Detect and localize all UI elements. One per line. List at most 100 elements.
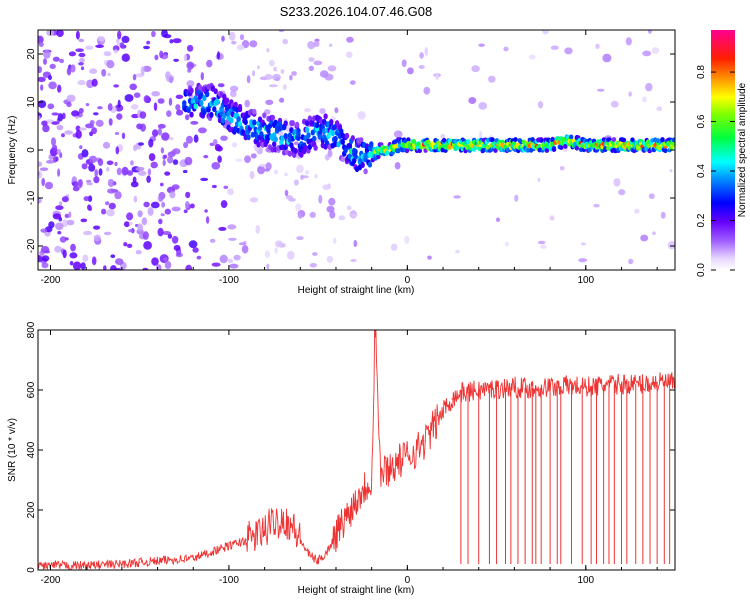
heatmap-cell — [360, 162, 365, 168]
heatmap-cell — [241, 244, 249, 254]
heatmap-cell — [333, 237, 337, 244]
heatmap-cell — [266, 263, 270, 270]
heatmap-cell — [424, 47, 429, 56]
heatmap-cell — [249, 197, 259, 203]
heatmap-cell — [359, 137, 364, 144]
heatmap-cell — [239, 34, 245, 41]
heatmap-cell — [280, 69, 285, 74]
heatmap-cell — [628, 258, 634, 265]
heatmap-cell — [549, 215, 555, 221]
heatmap-cell — [85, 179, 92, 183]
snr-ytick-label: 200 — [26, 501, 37, 518]
snr-ytick-label: 800 — [26, 321, 37, 338]
heatmap-cell — [138, 142, 144, 146]
heatmap-cell — [304, 120, 310, 127]
heatmap-ytick-label: 20 — [26, 48, 37, 60]
heatmap-cell — [150, 201, 160, 209]
heatmap-cell — [190, 121, 199, 125]
heatmap-cell — [308, 57, 315, 62]
heatmap-cell — [660, 137, 665, 142]
heatmap-cell — [349, 80, 356, 85]
heatmap-cell — [228, 31, 236, 41]
heatmap-cell — [56, 148, 61, 155]
heatmap-cell — [593, 203, 600, 208]
heatmap-cell — [116, 41, 120, 45]
heatmap-cell — [103, 51, 112, 57]
heatmap-cell — [164, 208, 171, 215]
snr-point — [192, 557, 194, 559]
heatmap-cell — [41, 120, 48, 126]
heatmap-cell — [137, 170, 147, 176]
heatmap-cell — [346, 205, 352, 211]
heatmap-cell — [83, 230, 92, 236]
heatmap-cell — [233, 254, 241, 261]
heatmap-cell — [296, 131, 301, 138]
heatmap-cell — [274, 247, 278, 254]
snr-xtick-label: -200 — [40, 575, 60, 586]
heatmap-cell — [651, 47, 660, 54]
heatmap-cell — [235, 158, 243, 162]
heatmap-cell — [314, 174, 318, 179]
heatmap-cell — [167, 233, 173, 239]
heatmap-cell — [273, 66, 278, 72]
heatmap-cell — [266, 48, 270, 53]
heatmap-y-label: Frequency (Hz) — [7, 116, 18, 185]
heatmap-xtick-label: 0 — [405, 275, 411, 286]
heatmap-cell — [193, 103, 198, 110]
heatmap-cell — [213, 88, 218, 95]
heatmap-cell — [78, 107, 84, 114]
heatmap-cell — [274, 169, 278, 175]
snr-point — [335, 533, 337, 535]
heatmap-cell — [264, 73, 273, 80]
heatmap-cell — [51, 137, 56, 147]
heatmap-cell — [328, 197, 336, 206]
snr-point — [139, 561, 141, 564]
heatmap-cell — [304, 108, 311, 113]
heatmap-cell — [188, 240, 198, 249]
heatmap-xtick-label: -100 — [219, 275, 239, 286]
heatmap-cell — [671, 137, 675, 143]
heatmap-cell — [175, 104, 181, 111]
heatmap-cell — [48, 75, 52, 81]
heatmap-cell — [663, 148, 668, 154]
heatmap-x-label: Height of straight line (km) — [298, 285, 415, 296]
heatmap-cell — [140, 66, 145, 76]
heatmap-cell — [142, 267, 149, 270]
heatmap-cell — [209, 111, 214, 118]
heatmap-cell — [185, 135, 193, 144]
heatmap-cell — [101, 208, 107, 215]
colorbar-label: Normalized spectral amplitude — [737, 82, 748, 217]
heatmap-cell — [307, 115, 313, 122]
heatmap-cell — [287, 150, 293, 157]
heatmap-cell — [107, 178, 115, 188]
heatmap-cell — [126, 243, 133, 248]
heatmap-cell — [44, 181, 54, 190]
heatmap-cell — [81, 163, 88, 170]
heatmap-cell — [185, 191, 191, 199]
heatmap-cell — [353, 153, 358, 160]
heatmap-cell — [252, 119, 257, 126]
heatmap-cell — [101, 69, 107, 77]
heatmap-cell — [353, 239, 358, 248]
heatmap-cell — [559, 145, 564, 151]
heatmap-cell — [287, 132, 293, 139]
heatmap-cell — [133, 195, 138, 203]
heatmap-cell — [165, 71, 171, 80]
heatmap-cell — [93, 234, 101, 242]
snr-point — [388, 467, 391, 469]
heatmap-cell — [252, 108, 257, 115]
heatmap-cell — [64, 213, 70, 219]
heatmap-cell — [293, 141, 299, 146]
snr-point — [549, 386, 551, 388]
snr-point — [531, 387, 533, 390]
heatmap-cell — [224, 97, 230, 104]
heatmap-cell — [322, 184, 330, 191]
heatmap-cell — [645, 82, 653, 92]
heatmap-cell — [157, 127, 162, 136]
heatmap-cell — [147, 207, 154, 216]
heatmap-cell — [72, 186, 80, 192]
heatmap-cell — [57, 113, 64, 122]
heatmap-cell — [211, 162, 221, 170]
heatmap-cell — [597, 88, 605, 92]
snr-point — [371, 479, 373, 481]
